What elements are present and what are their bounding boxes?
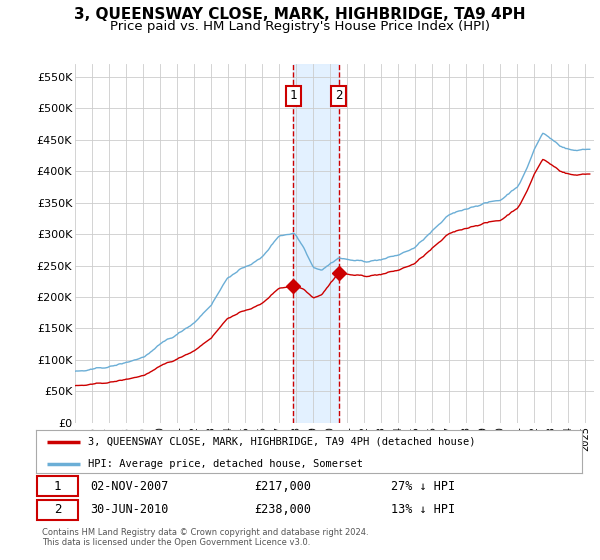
Text: 1: 1 <box>290 90 297 102</box>
Text: 2: 2 <box>335 90 343 102</box>
Text: 3, QUEENSWAY CLOSE, MARK, HIGHBRIDGE, TA9 4PH: 3, QUEENSWAY CLOSE, MARK, HIGHBRIDGE, TA… <box>74 7 526 22</box>
Text: £217,000: £217,000 <box>254 480 311 493</box>
Text: £238,000: £238,000 <box>254 503 311 516</box>
FancyBboxPatch shape <box>37 477 78 496</box>
Text: HPI: Average price, detached house, Somerset: HPI: Average price, detached house, Some… <box>88 459 363 469</box>
Text: 27% ↓ HPI: 27% ↓ HPI <box>391 480 455 493</box>
Text: 1: 1 <box>54 480 61 493</box>
Text: 02-NOV-2007: 02-NOV-2007 <box>91 480 169 493</box>
Text: Price paid vs. HM Land Registry's House Price Index (HPI): Price paid vs. HM Land Registry's House … <box>110 20 490 32</box>
Text: 30-JUN-2010: 30-JUN-2010 <box>91 503 169 516</box>
FancyBboxPatch shape <box>37 500 78 520</box>
Bar <box>293 64 339 423</box>
Text: 3, QUEENSWAY CLOSE, MARK, HIGHBRIDGE, TA9 4PH (detached house): 3, QUEENSWAY CLOSE, MARK, HIGHBRIDGE, TA… <box>88 437 475 447</box>
Text: 2: 2 <box>54 503 61 516</box>
Text: Contains HM Land Registry data © Crown copyright and database right 2024.
This d: Contains HM Land Registry data © Crown c… <box>42 528 368 547</box>
Text: 13% ↓ HPI: 13% ↓ HPI <box>391 503 455 516</box>
